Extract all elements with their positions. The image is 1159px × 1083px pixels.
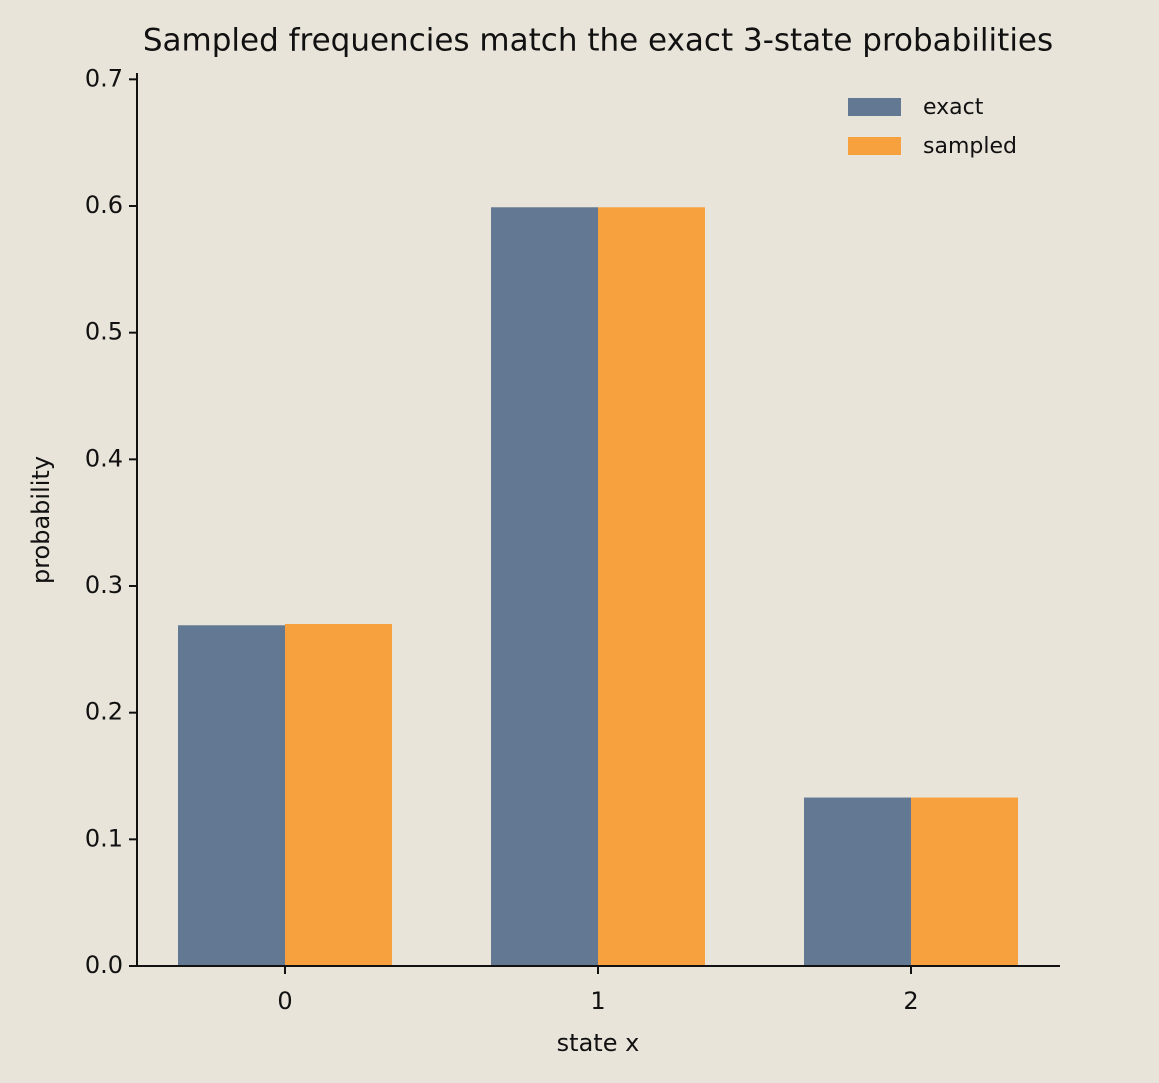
bar xyxy=(804,797,911,966)
bar xyxy=(285,624,392,966)
y-tick-label: 0.5 xyxy=(85,318,123,346)
y-tick-label: 0.6 xyxy=(85,191,123,219)
legend-swatch xyxy=(848,98,901,116)
chart-title: Sampled frequencies match the exact 3-st… xyxy=(143,23,1053,59)
y-tick-label: 0.3 xyxy=(85,571,123,599)
bar xyxy=(178,625,285,966)
y-tick-label: 0.0 xyxy=(85,951,123,979)
bar xyxy=(598,207,705,966)
legend-label: exact xyxy=(923,95,984,120)
x-tick-label: 2 xyxy=(903,987,918,1015)
y-axis-label: probability xyxy=(27,456,55,584)
x-tick-label: 0 xyxy=(277,987,292,1015)
bar xyxy=(491,207,598,966)
x-tick-label: 1 xyxy=(590,987,605,1015)
x-axis-label: state x xyxy=(557,1029,640,1057)
legend-swatch xyxy=(848,137,901,155)
bar xyxy=(911,797,1018,966)
y-tick-label: 0.1 xyxy=(85,824,123,852)
y-tick-label: 0.7 xyxy=(85,64,123,92)
y-tick-label: 0.2 xyxy=(85,698,123,726)
legend-label: sampled xyxy=(923,134,1017,159)
y-tick-label: 0.4 xyxy=(85,444,123,472)
